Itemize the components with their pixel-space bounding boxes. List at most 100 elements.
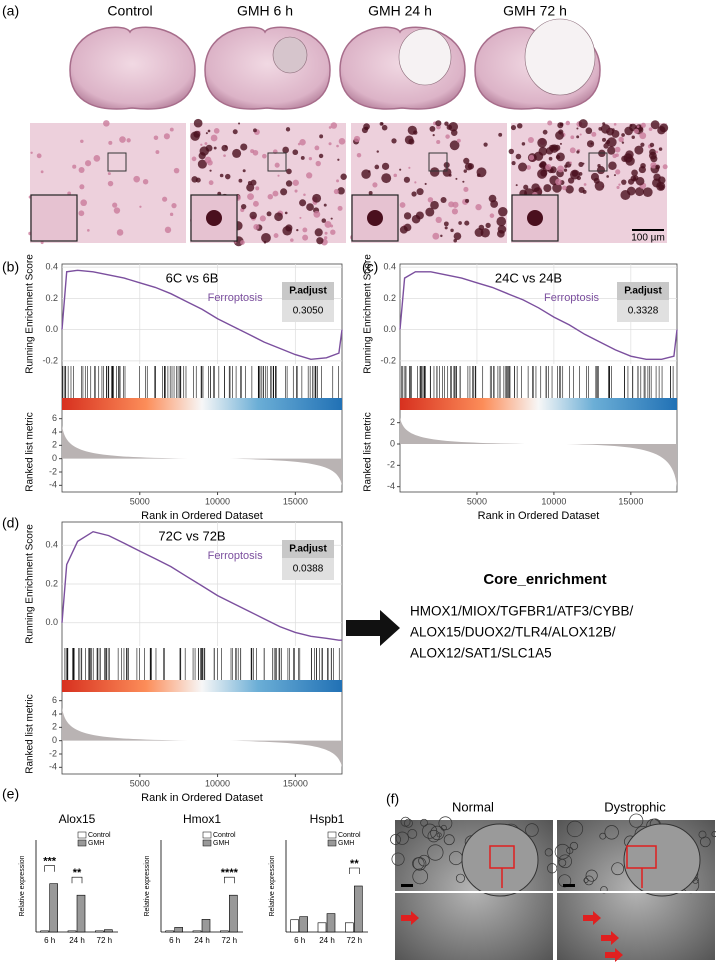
metric-tick-label: 2 [52, 722, 57, 732]
bar [192, 930, 202, 933]
y-tick-label: 0.2 [45, 293, 58, 303]
bar [220, 930, 229, 933]
organelle [404, 818, 413, 828]
cell [302, 234, 309, 241]
cell [234, 241, 237, 244]
brain-slice [204, 26, 331, 110]
cell [393, 173, 398, 178]
red-arrow [401, 911, 419, 925]
cell [569, 147, 576, 154]
gene-list: HMOX1/MIOX/TGFBR1/ATF3/CYBB/ [410, 604, 634, 619]
cell [133, 175, 140, 183]
cell [337, 158, 340, 161]
cell [273, 233, 279, 239]
cell [456, 138, 461, 143]
cell [442, 167, 452, 177]
cell [119, 136, 126, 143]
cell [356, 152, 362, 158]
organelle [700, 836, 711, 848]
y-axis-label: Running Enrichment Score [25, 524, 36, 644]
cell [238, 122, 241, 125]
cell [285, 180, 293, 187]
cell [485, 222, 491, 228]
cell [455, 177, 458, 180]
cell [300, 155, 305, 160]
inset [30, 194, 78, 242]
cell [108, 140, 113, 145]
organelle [391, 852, 405, 866]
cell [163, 133, 170, 140]
cell [483, 142, 488, 147]
cell [552, 183, 562, 193]
cell [649, 142, 655, 148]
cell [315, 160, 321, 167]
legend-label: GMH [88, 840, 104, 847]
cell [498, 206, 508, 217]
chart-title: 6C vs 6B [166, 270, 219, 285]
y-tick-label: 0.0 [45, 617, 58, 627]
bar [201, 919, 211, 933]
cell [578, 161, 584, 168]
sig-bracket [71, 876, 83, 884]
organelle [611, 862, 625, 876]
organelle [569, 841, 579, 851]
cell [463, 186, 469, 192]
cell [169, 127, 174, 132]
legend-label: Ferroptosis [208, 550, 264, 562]
cell [191, 156, 197, 162]
cell [621, 133, 625, 137]
cell [299, 216, 302, 219]
cell [658, 147, 663, 151]
y-tick-label: 0.2 [383, 293, 396, 303]
red-arrow [601, 931, 619, 945]
x-tick-label: 6 h [44, 936, 55, 945]
organelle [584, 875, 594, 886]
x-axis-label: Rank in Ordered Dataset [141, 510, 263, 522]
panel-label: (e) [2, 786, 19, 802]
cell [640, 142, 645, 147]
cell [554, 144, 561, 151]
bar [174, 927, 183, 933]
cell [162, 196, 168, 202]
cell [640, 122, 646, 128]
cell [613, 123, 617, 126]
lesion [524, 18, 596, 96]
metric-tick-label: -2 [387, 460, 395, 470]
cell [508, 148, 515, 155]
significance: **** [221, 867, 239, 879]
cell [404, 135, 414, 145]
organelle [427, 829, 440, 843]
bar [67, 930, 77, 933]
plot-frame [61, 263, 343, 493]
inset-cell [367, 210, 383, 226]
bar [326, 913, 336, 933]
panel-label: (a) [2, 3, 19, 19]
cell [247, 193, 254, 201]
chart-title: Hmox1 [183, 812, 221, 826]
rank-strip [62, 398, 342, 410]
cell [340, 173, 347, 180]
cell [30, 151, 33, 154]
cell [449, 140, 460, 151]
cell [424, 182, 427, 185]
cell [559, 142, 562, 145]
x-tick-label: 72 h [222, 936, 238, 945]
lesion [398, 28, 452, 86]
cell [446, 124, 452, 130]
cell [583, 183, 587, 186]
group-label: GMH 24 h [368, 3, 432, 19]
cell [594, 181, 605, 191]
y-tick-label: 0.0 [383, 324, 396, 334]
roi-box [267, 152, 287, 172]
cell [328, 142, 332, 146]
cell [488, 194, 497, 203]
cell [510, 124, 517, 131]
cell [429, 167, 440, 177]
cell [475, 203, 482, 211]
cell [290, 238, 294, 242]
cell [626, 186, 636, 196]
cell [240, 240, 245, 245]
cell [450, 129, 458, 136]
cell [430, 200, 439, 210]
cell [582, 189, 587, 194]
